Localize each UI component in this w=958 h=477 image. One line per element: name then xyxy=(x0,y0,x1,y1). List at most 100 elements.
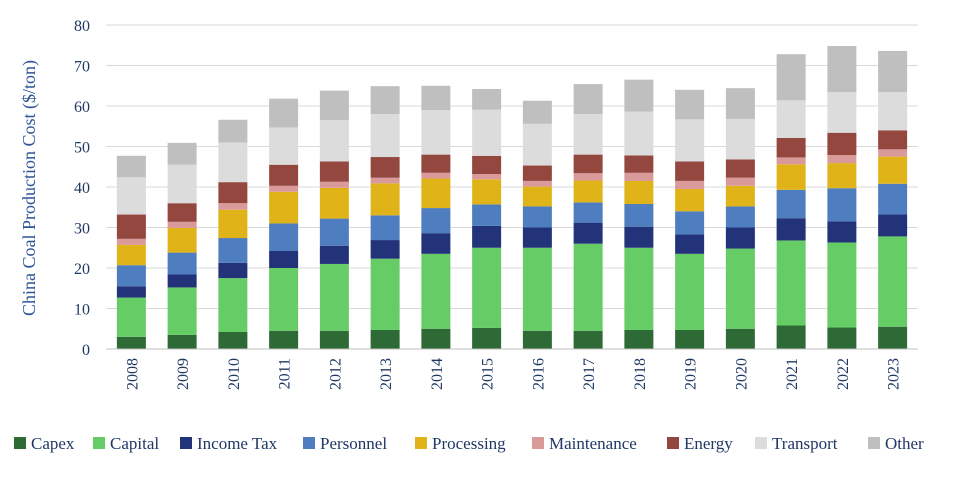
bar-stack xyxy=(827,46,857,349)
bar-segment-maintenance xyxy=(370,177,400,184)
bar-segment-other xyxy=(522,100,552,124)
bar-segment-personnel xyxy=(522,206,552,228)
bar-stack xyxy=(218,119,248,349)
legend-swatch xyxy=(93,437,105,449)
x-tick-label: 2012 xyxy=(327,358,344,390)
bar-segment-energy xyxy=(472,155,502,175)
bars xyxy=(116,46,908,349)
bar-segment-maintenance xyxy=(624,172,654,181)
bar-segment-maintenance xyxy=(675,180,705,190)
bar-segment-energy xyxy=(167,203,197,222)
bar-segment-processing xyxy=(675,189,705,212)
y-axis-ticks: 0 10 20 30 40 50 60 70 80 xyxy=(74,18,90,359)
bar-segment-other xyxy=(116,155,146,178)
bar-segment-maintenance xyxy=(573,173,603,181)
bar-segment-other xyxy=(675,89,705,120)
bar-segment-processing xyxy=(370,183,400,216)
y-axis-title: China Coal Production Cost ($/ton) xyxy=(19,60,40,316)
bar-segment-maintenance xyxy=(116,238,146,245)
y-tick-label: 70 xyxy=(74,59,90,76)
bar-segment-capex xyxy=(827,327,857,349)
legend-item: Capital xyxy=(93,434,159,453)
legend-swatch xyxy=(303,437,315,449)
bar-segment-energy xyxy=(878,130,908,150)
x-tick-label: 2022 xyxy=(835,358,852,390)
bar-segment-personnel xyxy=(421,208,451,234)
legend-item: Other xyxy=(868,434,924,453)
x-tick-label: 2018 xyxy=(632,358,649,390)
y-tick-label: 50 xyxy=(74,140,90,157)
bar-segment-income-tax xyxy=(421,233,451,254)
bar-segment-capital xyxy=(319,263,349,331)
bar-segment-personnel xyxy=(725,206,755,228)
bar-segment-other xyxy=(319,90,349,121)
bar-segment-processing xyxy=(167,227,197,253)
bar-segment-transport xyxy=(827,92,857,133)
bar-segment-income-tax xyxy=(116,286,146,298)
x-tick-label: 2010 xyxy=(226,358,243,390)
bar-stack xyxy=(573,84,603,349)
bar-segment-capex xyxy=(776,325,806,349)
bar-stack xyxy=(472,88,502,349)
bar-segment-capital xyxy=(573,243,603,331)
x-tick-label: 2023 xyxy=(886,358,903,390)
bar-segment-personnel xyxy=(624,204,654,227)
bar-segment-personnel xyxy=(269,223,299,251)
legend-label: Processing xyxy=(432,434,506,453)
x-tick-label: 2016 xyxy=(530,358,547,390)
bar-segment-capex xyxy=(624,329,654,349)
bar-segment-transport xyxy=(725,118,755,160)
bar-segment-other xyxy=(827,46,857,93)
bar-segment-capex xyxy=(573,330,603,349)
bar-segment-capital xyxy=(421,253,451,329)
bar-segment-energy xyxy=(269,164,299,186)
x-axis-ticks: 2008 2009 2010 2011 2012 2013 2014 2015 2016 2017… xyxy=(124,358,902,390)
bar-segment-capex xyxy=(370,329,400,349)
bar-segment-income-tax xyxy=(218,262,248,279)
x-tick-label: 2020 xyxy=(733,358,750,390)
legend-swatch xyxy=(755,437,767,449)
bar-segment-capital xyxy=(878,236,908,327)
bar-segment-capex xyxy=(319,330,349,349)
bar-segment-energy xyxy=(522,165,552,181)
y-tick-label: 0 xyxy=(82,342,90,359)
bar-segment-maintenance xyxy=(167,221,197,228)
legend-swatch xyxy=(415,437,427,449)
bar-segment-capex xyxy=(167,334,197,349)
bar-segment-transport xyxy=(167,164,197,204)
x-tick-label: 2015 xyxy=(480,358,497,390)
y-tick-label: 30 xyxy=(74,221,90,238)
bar-segment-processing xyxy=(319,187,349,219)
bar-segment-capex xyxy=(675,329,705,349)
bar-segment-maintenance xyxy=(269,185,299,192)
legend-item: Processing xyxy=(415,434,506,453)
bar-segment-other xyxy=(573,84,603,115)
bar-segment-processing xyxy=(218,209,248,239)
bar-segment-transport xyxy=(624,111,654,156)
bar-segment-income-tax xyxy=(472,225,502,248)
bar-segment-energy xyxy=(573,154,603,174)
bar-stack xyxy=(878,50,908,349)
bar-segment-income-tax xyxy=(675,234,705,254)
bar-segment-transport xyxy=(675,119,705,162)
bar-segment-personnel xyxy=(776,189,806,219)
bar-segment-capital xyxy=(370,258,400,330)
legend-item: Capex xyxy=(14,434,75,453)
bar-segment-energy xyxy=(827,132,857,156)
bar-segment-other xyxy=(167,142,197,165)
bar-segment-personnel xyxy=(319,218,349,246)
bar-segment-capex xyxy=(218,331,248,349)
legend-swatch xyxy=(532,437,544,449)
bar-segment-energy xyxy=(776,137,806,158)
bar-segment-other xyxy=(472,88,502,110)
bar-segment-income-tax xyxy=(573,222,603,244)
legend-label: Maintenance xyxy=(549,434,637,453)
x-tick-label: 2021 xyxy=(784,358,801,390)
bar-segment-energy xyxy=(319,161,349,182)
legend-label: Capex xyxy=(31,434,75,453)
x-tick-label: 2008 xyxy=(124,358,141,390)
bar-stack xyxy=(776,54,806,349)
legend-item: Transport xyxy=(755,434,838,453)
bar-segment-capital xyxy=(116,297,146,337)
